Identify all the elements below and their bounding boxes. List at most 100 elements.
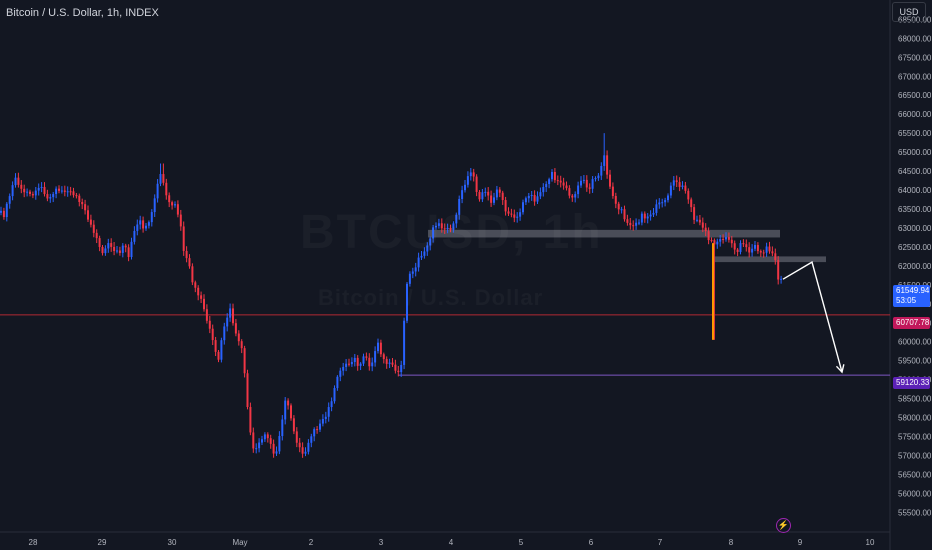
candle-body [606, 155, 609, 175]
candle-body [263, 434, 266, 440]
candle-body [188, 258, 191, 267]
candle-body [420, 255, 423, 258]
candle-body [411, 271, 414, 274]
candle-body [217, 351, 220, 360]
candle-body [214, 340, 217, 352]
candle-body [60, 190, 63, 192]
candle-body [548, 179, 551, 185]
lightning-icon[interactable]: ⚡ [776, 518, 791, 533]
candle-body [292, 418, 295, 432]
candle-body [295, 431, 298, 443]
candle-body [69, 191, 72, 193]
candle-body [539, 192, 542, 197]
candle-body [556, 180, 559, 182]
candle-body [614, 195, 617, 204]
candle-body [327, 407, 330, 417]
candle-body [191, 266, 194, 283]
candle-body [139, 220, 142, 225]
candle-body [31, 193, 34, 196]
candle-body [78, 195, 81, 202]
candle-body [377, 342, 379, 352]
candle-body [339, 370, 342, 377]
candle-body [211, 328, 214, 341]
candle-body [751, 248, 754, 253]
candle-body [124, 245, 127, 248]
candle-body [591, 179, 594, 189]
candle-body [58, 188, 60, 191]
candle-body [562, 182, 565, 186]
candle-body [8, 196, 11, 204]
candle-body [403, 320, 406, 365]
resistance-zone [714, 256, 826, 263]
candle-body [237, 333, 240, 342]
candle-body [362, 356, 365, 364]
candle-body [646, 216, 649, 219]
y-tick-label: 56500.00 [898, 470, 932, 479]
candle-body [81, 201, 84, 205]
candle-body [713, 240, 716, 245]
resistance-zone [428, 229, 780, 238]
candle-body [475, 176, 478, 192]
candle-body [197, 287, 200, 296]
candle-body [536, 196, 539, 202]
x-tick-label: 29 [98, 538, 107, 547]
x-tick-label: 8 [729, 538, 734, 547]
candle-body [269, 438, 272, 444]
candle-body [220, 340, 223, 360]
candle-body [133, 230, 136, 242]
candle-body [46, 194, 49, 199]
candle-body [365, 356, 368, 358]
candle-body [533, 195, 536, 202]
candle-body [136, 224, 139, 231]
y-tick-label: 64000.00 [898, 186, 932, 195]
candle-body [104, 248, 107, 254]
candle-body [243, 348, 246, 374]
candle-body [704, 227, 707, 232]
candle-body [43, 186, 46, 195]
y-tick-label: 67500.00 [898, 53, 932, 62]
candle-body [385, 359, 388, 364]
candle-body [585, 179, 588, 188]
candle-body [266, 434, 269, 439]
candle-body [374, 351, 377, 363]
candle-body [356, 357, 359, 366]
watermark-name: Bitcoin / U.S. Dollar [318, 285, 543, 311]
x-tick-label: 28 [29, 538, 38, 547]
candle-body [780, 278, 783, 280]
candle-body [739, 243, 742, 252]
candle-body [565, 185, 568, 189]
x-tick-label: 4 [449, 538, 454, 547]
y-tick-label: 58500.00 [898, 395, 932, 404]
candle-body [182, 226, 185, 251]
candle-body [507, 211, 510, 214]
candle-body [156, 183, 159, 199]
candle-body [176, 204, 179, 215]
candle-body [748, 247, 751, 253]
candle-body [652, 212, 655, 215]
candle-body [313, 429, 316, 437]
y-tick-label: 62500.00 [898, 243, 932, 252]
candle-body [768, 246, 771, 252]
candle-body [762, 252, 765, 254]
candle-body [168, 195, 171, 203]
candle-body [66, 191, 69, 193]
candle-body [261, 439, 263, 443]
candle-body [524, 198, 527, 203]
y-tick-label: 64500.00 [898, 167, 932, 176]
candle-body [640, 213, 643, 223]
candle-body [756, 245, 759, 252]
currency-button[interactable]: USD [892, 2, 926, 22]
candle-body [727, 237, 730, 240]
candle-body [371, 362, 374, 367]
candle-body [551, 171, 553, 180]
chart-title: Bitcoin / U.S. Dollar, 1h, INDEX [6, 7, 159, 19]
candle-body [443, 228, 446, 230]
candle-body [324, 416, 327, 419]
arrow-head [835, 364, 845, 374]
candle-body [495, 189, 498, 198]
candle-body [501, 192, 504, 201]
candle-body [455, 214, 458, 224]
x-tick-label: May [232, 538, 247, 547]
candle-body [5, 203, 8, 218]
